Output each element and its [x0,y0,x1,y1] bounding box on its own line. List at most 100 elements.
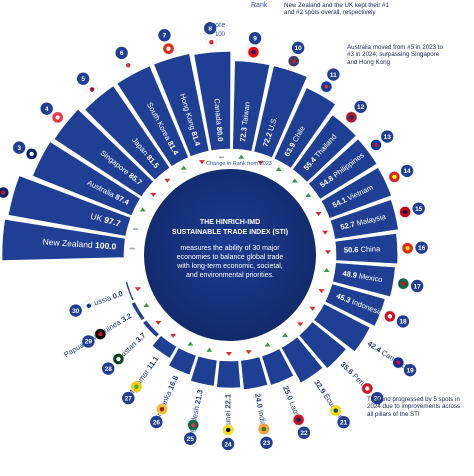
bar-sg [53,108,154,198]
rank-badge-12 [354,100,367,113]
annotation-australia: Australia moved from #5 in 2023 to #3 in… [347,44,443,66]
rank-number: 26 [153,419,161,426]
bar-pg [130,301,146,321]
flag-emblem-id [387,314,393,319]
bar-lk [168,347,197,376]
change-markers-layer [129,154,331,356]
rank-same-marker [133,228,139,230]
rank-same-marker [218,156,224,159]
country-name: U.S. [266,115,279,132]
annotation-thailand: Thailand progressed by 5 spots in 2024 d… [367,396,461,418]
flag-emblem-tw [251,49,256,55]
flag-emblem-mx [401,281,406,286]
country-name: UK [89,211,105,224]
bar-label-mm: Myanmar 11.1 [126,354,161,398]
bar-pe [298,321,347,369]
rank-down-marker [297,322,304,327]
flag-emblem-cn [405,245,410,251]
flag-emblem-au [29,151,34,157]
bar-label-bn: Brunei 22.1 [223,394,232,432]
rank-badge-4 [40,102,53,115]
rank-down-marker [245,350,252,355]
flag-emblem-pe [365,386,370,391]
score-value: 0.0 [111,289,124,301]
rank-badge-18 [396,315,410,328]
center-description-line: with long-term economic, societal, [176,263,282,270]
center-circle: THE HINRICH-IMD SUSTAINABLE TRADE INDEX … [140,165,320,345]
bar-label-nz: New Zealand 100.0 [42,237,116,252]
rank-number: 22 [300,430,308,437]
rank-number: 7 [163,33,167,40]
rank-number: 9 [253,36,257,43]
country-name: Brunei [223,409,232,433]
bar-jp [84,85,171,181]
rank-number: 17 [413,283,421,290]
score-value: 52.7 [340,219,358,232]
flag-emblem-bn [225,427,231,433]
flag-emblem-lk [159,406,165,412]
rank-number: 12 [357,104,365,111]
bar-hk [153,53,210,157]
bar-label-mx: 48.9 Mexico [342,269,383,284]
bar-label-lk: Sri Lanka 16.8 [152,374,180,422]
rank-badge-8 [203,22,217,35]
rank-badge-6 [115,46,128,60]
flag-emblem-cl [324,84,329,89]
rank-down-marker [150,192,157,197]
rank-number: 13 [384,134,392,141]
center-description-line: measures the ability of 30 major [180,245,280,252]
rank-badge-14 [400,164,414,178]
score-value: 24.0 [253,393,265,411]
bar-nz [1,218,126,261]
rank-up-marker [187,341,194,346]
rank-down-marker [199,160,206,165]
rank-down-marker [318,289,325,294]
country-name: New Zealand [42,237,95,250]
flag-emblem-ec [333,408,338,413]
bar-us [253,65,308,159]
bar-ph [308,138,378,200]
center-subtitle: SUSTAINABLE TRADE INDEX (STI) [172,229,288,236]
flag-emblem-in [261,426,267,432]
score-value: 11.1 [145,354,161,371]
rank-badge-13 [381,130,394,143]
rank-up-marker [291,178,298,183]
rank-number: 15 [415,206,423,213]
rank-up-marker [180,165,187,170]
bar-id [324,283,386,327]
rank-number: 25 [187,436,195,443]
rank-number: 14 [403,168,411,175]
center-description-line: and environmental priorities. [186,272,274,279]
flag-emblem-pg [98,331,103,337]
bar-label-uk: UK 97.7 [89,211,122,229]
flag-emblem-jp [89,87,95,92]
flag-emblem-mm [134,384,139,389]
score-value: 21.3 [193,389,205,405]
center-description: measures the ability of 30 major economie… [176,245,283,279]
rank-number: 30 [72,308,80,315]
rank-badge-25 [184,432,197,445]
bar-my [329,199,399,240]
rank-down-marker [324,250,331,255]
rank-up-marker [139,207,146,212]
bar-label-tw: 72.3 Taiwan [238,101,252,142]
country-name: Taiwan [240,101,252,125]
rank-number: 23 [263,440,271,447]
rank-badge-20 [371,392,384,405]
rank-badge-29 [82,335,95,348]
rank-badge-21 [337,415,350,429]
rank-badge-15 [412,202,425,215]
bar-label-ca: Canada 80.0 [212,98,225,142]
rank-number: 4 [45,106,49,113]
score-value: 97.7 [103,215,122,229]
bar-cn [334,233,399,265]
score-max-label: 100 [215,32,226,38]
rank-number: 5 [81,76,85,83]
rank-number: 11 [330,72,337,79]
country-name: Canada [212,98,223,127]
bar-th [292,114,357,183]
center-disc [140,165,320,345]
bar-ca [193,51,232,152]
